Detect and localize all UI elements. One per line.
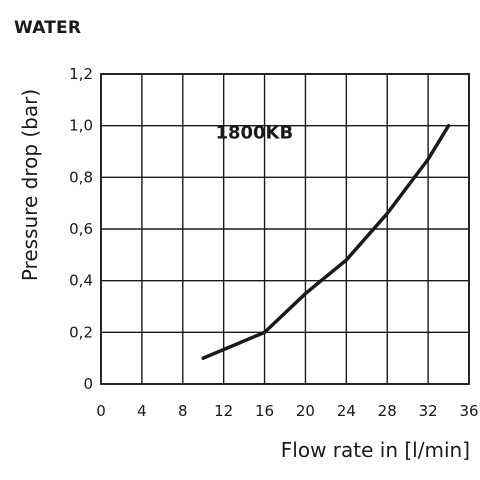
x-tick-label: 12: [214, 402, 233, 420]
y-tick-label: 0: [83, 375, 93, 393]
curve-annotation: 1800KB: [215, 123, 293, 144]
x-tick-label: 36: [459, 402, 478, 420]
x-tick-label: 24: [337, 402, 356, 420]
y-tick-label: 1,2: [69, 65, 93, 83]
x-tick-label: 16: [255, 402, 274, 420]
y-tick-label: 0,2: [69, 323, 93, 341]
x-tick-label: 4: [137, 402, 147, 420]
series-line: [201, 123, 451, 360]
x-tick-label: 0: [96, 402, 106, 420]
x-tick-label: 32: [419, 402, 438, 420]
plot-frame: [100, 73, 470, 385]
x-tick-label: 20: [296, 402, 315, 420]
x-tick-label: 8: [178, 402, 188, 420]
y-tick-label: 0,6: [69, 220, 93, 238]
y-tick-label: 1,0: [69, 117, 93, 135]
y-tick-label: 0,8: [69, 168, 93, 186]
x-tick-label: 28: [378, 402, 397, 420]
chart-title: WATER: [14, 18, 82, 38]
y-tick-label: 0,4: [69, 272, 93, 290]
x-axis-label: Flow rate in [l/min]: [280, 438, 470, 462]
